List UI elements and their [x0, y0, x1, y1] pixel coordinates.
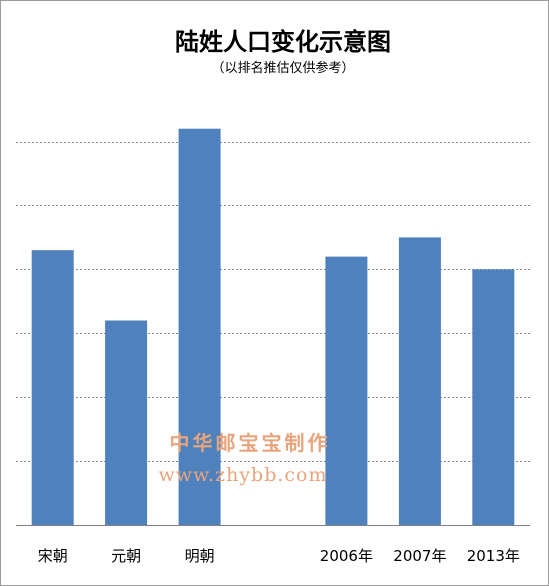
- chart-title: 陆姓人口变化示意图: [175, 27, 391, 56]
- gridlines: [16, 142, 530, 462]
- bar: [325, 256, 368, 525]
- category-label: 宋朝: [38, 547, 68, 565]
- bars: [31, 128, 515, 525]
- bar: [472, 269, 515, 525]
- category-label: 元朝: [111, 547, 141, 565]
- bar: [31, 250, 74, 525]
- chart-subtitle: （以排名推估仅供参考）: [211, 60, 354, 76]
- category-label: 2006年: [320, 547, 373, 565]
- bar: [178, 128, 221, 525]
- watermark-url: www.zhybb.com: [158, 464, 327, 486]
- category-label: 2013年: [467, 547, 520, 565]
- bar: [105, 320, 148, 525]
- watermark-text: 中华邮宝宝制作: [170, 431, 331, 455]
- category-label: 2007年: [393, 547, 446, 565]
- category-labels: 宋朝 元朝 明朝 2006年 2007年 2013年: [38, 547, 520, 565]
- bar: [398, 237, 441, 525]
- category-label: 明朝: [185, 547, 215, 565]
